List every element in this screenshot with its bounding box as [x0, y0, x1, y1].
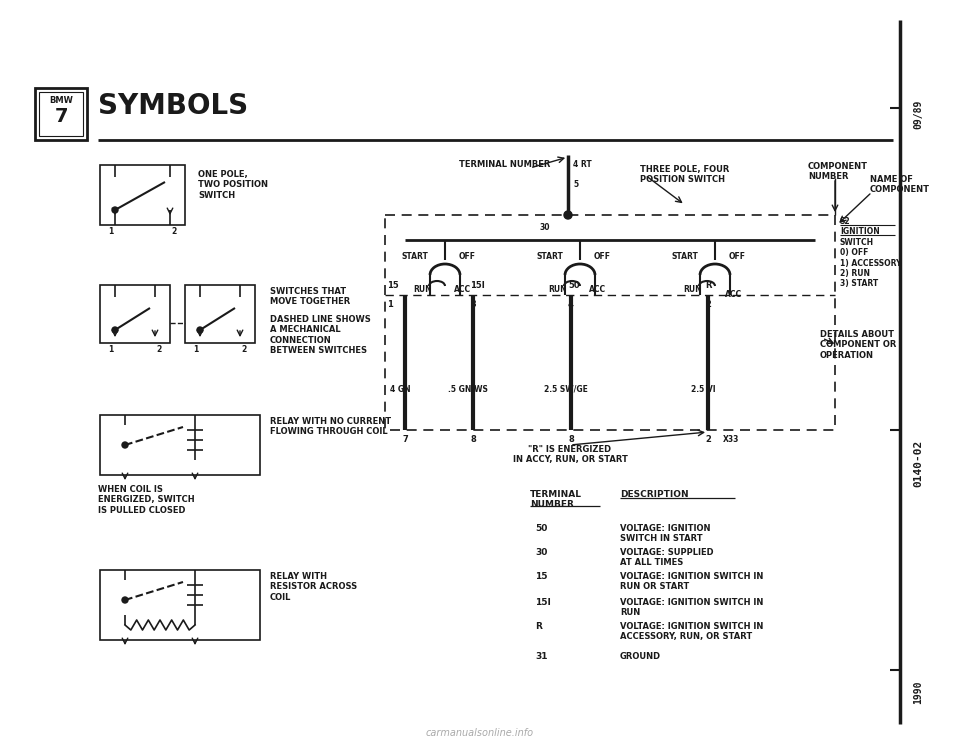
Text: 1: 1: [108, 227, 113, 236]
Text: 7: 7: [55, 107, 68, 126]
Text: 15I: 15I: [535, 598, 551, 607]
Text: START: START: [401, 252, 428, 261]
Text: VOLTAGE: IGNITION SWITCH IN
ACCESSORY, RUN, OR START: VOLTAGE: IGNITION SWITCH IN ACCESSORY, R…: [620, 622, 763, 641]
Text: DESCRIPTION: DESCRIPTION: [620, 490, 688, 499]
Text: RELAY WITH NO CURRENT
FLOWING THROUGH COIL: RELAY WITH NO CURRENT FLOWING THROUGH CO…: [270, 417, 391, 437]
Text: RUN: RUN: [549, 285, 567, 294]
Text: GROUND: GROUND: [620, 652, 661, 661]
Text: 50: 50: [568, 281, 580, 290]
Text: BMW: BMW: [49, 96, 73, 105]
Text: 1990: 1990: [913, 680, 923, 704]
Bar: [185, 285, 255, 343]
Text: 2: 2: [156, 345, 161, 354]
Text: 50: 50: [535, 524, 547, 533]
Bar: [100, 285, 170, 343]
Circle shape: [564, 211, 572, 219]
Text: SWITCHES THAT
MOVE TOGETHER: SWITCHES THAT MOVE TOGETHER: [270, 287, 350, 307]
Text: ONE POLE,
TWO POSITION
SWITCH: ONE POLE, TWO POSITION SWITCH: [198, 170, 268, 200]
Text: 30: 30: [540, 223, 550, 232]
Text: "R" IS ENERGIZED
IN ACCY, RUN, OR START: "R" IS ENERGIZED IN ACCY, RUN, OR START: [513, 445, 628, 464]
Text: ACC: ACC: [725, 290, 742, 299]
Text: 15: 15: [535, 572, 547, 581]
Text: DETAILS ABOUT
COMPONENT OR
OPERATION: DETAILS ABOUT COMPONENT OR OPERATION: [820, 330, 897, 360]
Text: VOLTAGE: SUPPLIED
AT ALL TIMES: VOLTAGE: SUPPLIED AT ALL TIMES: [620, 548, 713, 568]
Text: 1: 1: [108, 345, 113, 354]
Text: .5 GN/WS: .5 GN/WS: [448, 385, 488, 394]
Text: SYMBOLS: SYMBOLS: [98, 92, 248, 120]
Text: 0140-02: 0140-02: [913, 440, 923, 487]
Text: 2: 2: [241, 345, 247, 354]
Circle shape: [112, 327, 118, 333]
Text: 2.5 SW/GE: 2.5 SW/GE: [544, 385, 588, 394]
Text: START: START: [672, 252, 699, 261]
Text: 2: 2: [172, 227, 177, 236]
Text: RUN: RUN: [684, 285, 703, 294]
Text: 1: 1: [387, 300, 393, 309]
Text: VOLTAGE: IGNITION SWITCH IN
RUN: VOLTAGE: IGNITION SWITCH IN RUN: [620, 598, 763, 618]
Text: 2: 2: [705, 435, 711, 444]
Text: 3: 3: [470, 300, 476, 309]
Bar: [385, 215, 835, 430]
Text: 8: 8: [568, 435, 574, 444]
Text: 15: 15: [387, 281, 398, 290]
Text: 30: 30: [535, 548, 547, 557]
Text: TERMINAL NUMBER: TERMINAL NUMBER: [459, 160, 551, 169]
Text: 31: 31: [535, 652, 547, 661]
Text: THREE POLE, FOUR
POSITION SWITCH: THREE POLE, FOUR POSITION SWITCH: [640, 165, 730, 185]
Text: TERMINAL
NUMBER: TERMINAL NUMBER: [530, 490, 582, 510]
Text: NAME OF
COMPONENT: NAME OF COMPONENT: [870, 175, 930, 194]
Text: 15I: 15I: [470, 281, 485, 290]
Text: OFF: OFF: [593, 252, 611, 261]
Text: WHEN COIL IS
ENERGIZED, SWITCH
IS PULLED CLOSED: WHEN COIL IS ENERGIZED, SWITCH IS PULLED…: [98, 485, 195, 515]
Text: DASHED LINE SHOWS
A MECHANICAL
CONNECTION
BETWEEN SWITCHES: DASHED LINE SHOWS A MECHANICAL CONNECTIO…: [270, 315, 371, 355]
Text: VOLTAGE: IGNITION SWITCH IN
RUN OR START: VOLTAGE: IGNITION SWITCH IN RUN OR START: [620, 572, 763, 591]
Text: 2: 2: [705, 300, 710, 309]
Text: X33: X33: [723, 435, 739, 444]
Text: 4 RT: 4 RT: [573, 160, 591, 169]
Text: RUN: RUN: [414, 285, 432, 294]
Circle shape: [197, 327, 203, 333]
Text: ACC: ACC: [454, 285, 471, 294]
Text: OFF: OFF: [729, 252, 746, 261]
Bar: [100, 415, 260, 475]
Text: OFF: OFF: [459, 252, 475, 261]
Text: ACC: ACC: [589, 285, 607, 294]
Text: START: START: [537, 252, 564, 261]
Text: VOLTAGE: IGNITION
SWITCH IN START: VOLTAGE: IGNITION SWITCH IN START: [620, 524, 710, 543]
Text: 4: 4: [568, 300, 574, 309]
Text: 7: 7: [402, 435, 408, 444]
Text: 1: 1: [193, 345, 199, 354]
Text: 2.5 VI: 2.5 VI: [690, 385, 715, 394]
Circle shape: [122, 442, 128, 448]
Text: R: R: [535, 622, 541, 631]
Bar: [39, 92, 83, 136]
Circle shape: [122, 597, 128, 603]
Text: carmanualsonline.info: carmanualsonline.info: [426, 728, 534, 738]
Text: 09/89: 09/89: [913, 100, 923, 129]
Text: R: R: [705, 281, 711, 290]
Bar: [100, 570, 260, 640]
Text: S2
IGNITION
SWITCH
0) OFF
1) ACCESSORY
2) RUN
3) START: S2 IGNITION SWITCH 0) OFF 1) ACCESSORY 2…: [840, 217, 901, 289]
Bar: [100, 165, 185, 225]
Text: 8: 8: [470, 435, 476, 444]
Text: 4 GN: 4 GN: [390, 385, 410, 394]
Circle shape: [112, 207, 118, 213]
Text: 5: 5: [573, 180, 578, 189]
Text: RELAY WITH
RESISTOR ACROSS
COIL: RELAY WITH RESISTOR ACROSS COIL: [270, 572, 357, 602]
Bar: [35, 88, 87, 140]
Text: COMPONENT
NUMBER: COMPONENT NUMBER: [808, 162, 868, 182]
